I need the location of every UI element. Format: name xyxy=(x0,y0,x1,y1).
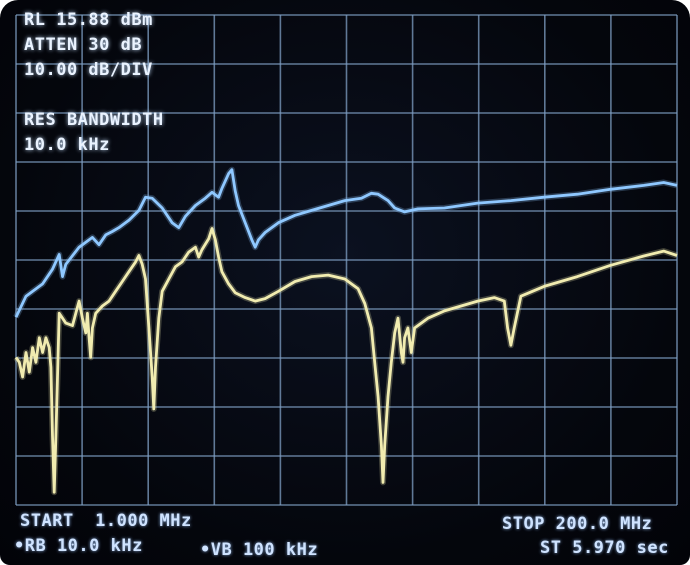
trace-blue xyxy=(14,168,678,318)
reference-level: RL 15.88 dBm xyxy=(24,10,153,30)
attenuation: ATTEN 30 dB xyxy=(24,35,143,55)
video-bandwidth: •VB 100 kHz xyxy=(200,540,319,560)
res-bandwidth-value: 10.0 kHz xyxy=(24,135,110,155)
start-frequency: START 1.000 MHz xyxy=(20,511,192,531)
resolution-bandwidth: •RB 10.0 kHz xyxy=(14,536,143,556)
stop-frequency: STOP 200.0 MHz xyxy=(502,514,653,534)
traces xyxy=(13,166,678,496)
trace-yellow xyxy=(14,227,678,494)
scale-per-division: 10.00 dB/DIV xyxy=(24,60,153,80)
sweep-time: ST 5.970 sec xyxy=(540,538,669,558)
graticule xyxy=(15,14,678,506)
res-bandwidth-title: RES BANDWIDTH xyxy=(24,110,164,130)
